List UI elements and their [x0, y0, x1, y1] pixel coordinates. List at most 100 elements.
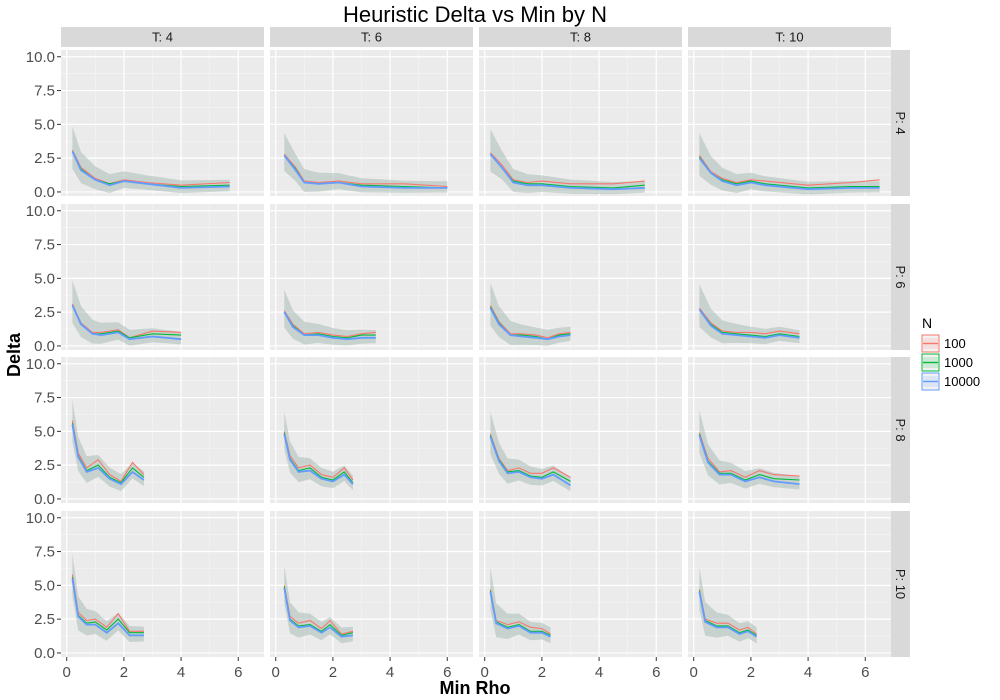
- panel-background: [479, 204, 682, 350]
- confidence-ribbon: [284, 411, 353, 491]
- series-line-1000: [71, 577, 144, 634]
- x-tick-label: 2: [120, 664, 128, 681]
- series-line-10000: [489, 307, 571, 341]
- row-strip: [891, 50, 910, 196]
- column-strip: [479, 27, 682, 47]
- confidence-ribbon: [72, 399, 144, 492]
- series-line-100: [698, 155, 880, 186]
- panel-series: [283, 290, 376, 346]
- y-tick-label: 10.0: [26, 49, 55, 66]
- panel-series: [283, 411, 354, 491]
- x-tick-label: 6: [861, 664, 869, 681]
- legend: N 100 1000 10000: [921, 315, 980, 391]
- series-line-100: [283, 585, 354, 635]
- column-strip-label: T: 8: [570, 30, 591, 45]
- panel-series: [698, 133, 880, 195]
- panel-background: [270, 204, 473, 350]
- series-line-10000: [71, 151, 230, 189]
- column-strip-label: T: 4: [152, 30, 173, 45]
- x-tick-label: 0: [481, 664, 489, 681]
- series-line-100: [71, 149, 230, 186]
- y-tick-label: 2.5: [34, 611, 55, 628]
- y-tick-label: 0.0: [34, 645, 55, 662]
- series-line-10000: [489, 153, 645, 191]
- column-strip-label: T: 6: [361, 30, 382, 45]
- x-tick-label: 6: [443, 664, 451, 681]
- x-tick-label: 2: [329, 664, 337, 681]
- panel-series: [283, 565, 354, 644]
- x-tick-label: 0: [63, 664, 71, 681]
- series-line-10000: [489, 436, 571, 487]
- panel-series: [698, 567, 758, 644]
- series-line-10000: [283, 433, 354, 485]
- column-strip: [61, 27, 264, 47]
- panel-background: [61, 50, 264, 196]
- x-tick-label: 0: [690, 664, 698, 681]
- panel-series: [489, 411, 571, 492]
- chart-title: Heuristic Delta vs Min by N: [343, 2, 607, 27]
- legend-label: 10000: [944, 374, 980, 389]
- panel-series: [71, 399, 145, 492]
- panel-series: [698, 284, 800, 345]
- series-line-100: [71, 574, 144, 632]
- y-tick-label: 2.5: [34, 457, 55, 474]
- confidence-ribbon: [72, 126, 230, 194]
- y-tick-label: 7.5: [34, 544, 55, 561]
- series-line-100: [283, 153, 448, 188]
- panel-background: [270, 50, 473, 196]
- series-line-10000: [283, 154, 448, 189]
- panel-background: [688, 511, 891, 657]
- strip-labels: T: 4 T: 6 T: 8 T: 10 P: 4 P: 6 P: 8 P: 10: [61, 27, 910, 657]
- y-tick-label: 10.0: [26, 510, 55, 527]
- column-strip-label: T: 10: [775, 30, 803, 45]
- series-line-10000: [71, 424, 145, 486]
- series-line-100: [71, 420, 145, 483]
- series-line-10000: [71, 578, 144, 637]
- series-line-100: [71, 303, 182, 339]
- x-tick-label: 6: [234, 664, 242, 681]
- series-line-1000: [698, 309, 800, 338]
- panel-series: [71, 126, 230, 194]
- x-tick-label: 6: [652, 664, 660, 681]
- series-line-100: [698, 307, 800, 335]
- panel-background: [688, 204, 891, 350]
- series-line-100: [698, 432, 800, 478]
- series-line-100: [489, 152, 645, 185]
- panel-background: [479, 511, 682, 657]
- x-tick-label: 4: [804, 664, 812, 681]
- series-line-100: [283, 431, 354, 481]
- confidence-ribbon: [699, 410, 800, 490]
- panel-background: [479, 357, 682, 503]
- y-tick-label: 5.0: [34, 577, 55, 594]
- panel-background: [61, 511, 264, 657]
- row-strip-label: P: 4: [893, 111, 908, 134]
- y-tick-label: 0.0: [34, 491, 55, 508]
- x-tick-label: 2: [538, 664, 546, 681]
- panel-series: [71, 280, 182, 346]
- row-strip-label: P: 8: [893, 418, 908, 441]
- panel-background: [61, 357, 264, 503]
- confidence-ribbon: [490, 283, 571, 346]
- legend-label: 1000: [944, 355, 973, 370]
- panel-series: [489, 129, 645, 195]
- panel-background: [688, 50, 891, 196]
- x-tick-label: 4: [386, 664, 394, 681]
- x-tick-label: 2: [747, 664, 755, 681]
- panel-series: [489, 567, 551, 644]
- y-tick-label: 0.0: [34, 338, 55, 355]
- confidence-ribbon: [284, 133, 448, 193]
- confidence-ribbon: [284, 565, 353, 644]
- panel-background: [270, 511, 473, 657]
- series-line-10000: [489, 591, 551, 638]
- series-line-100: [489, 305, 571, 339]
- y-tick-label: 10.0: [26, 356, 55, 373]
- axis-ticks: 0.02.55.07.510.00.02.55.07.510.00.02.55.…: [26, 49, 870, 681]
- panel-background: [688, 357, 891, 503]
- series-line-10000: [698, 308, 800, 339]
- series-line-10000: [283, 311, 376, 341]
- confidence-ribbon: [72, 280, 182, 346]
- y-tick-label: 5.0: [34, 116, 55, 133]
- panel-background: [270, 357, 473, 503]
- row-strip-label: P: 10: [893, 569, 908, 599]
- row-strip: [891, 511, 910, 657]
